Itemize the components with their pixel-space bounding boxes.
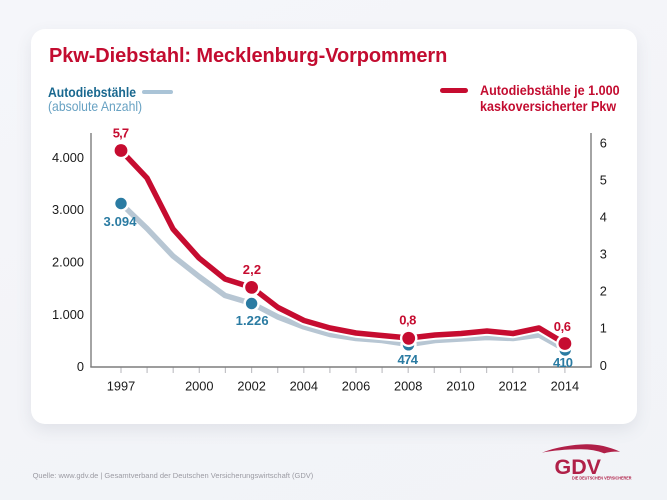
svg-text:5: 5 — [600, 173, 607, 188]
svg-text:2010: 2010 — [446, 379, 474, 394]
svg-text:3: 3 — [600, 247, 607, 262]
svg-text:2008: 2008 — [394, 379, 422, 394]
svg-text:410: 410 — [553, 355, 573, 370]
svg-text:GDV: GDV — [555, 455, 602, 479]
svg-text:2002: 2002 — [237, 379, 265, 394]
svg-text:2: 2 — [600, 284, 607, 299]
svg-text:5,7: 5,7 — [113, 126, 129, 141]
svg-text:1.226: 1.226 — [236, 313, 269, 328]
svg-text:1.000: 1.000 — [52, 307, 84, 322]
svg-text:3.000: 3.000 — [52, 202, 84, 217]
svg-text:1997: 1997 — [107, 379, 135, 394]
svg-text:2.000: 2.000 — [52, 255, 84, 270]
svg-text:2006: 2006 — [342, 379, 370, 394]
svg-text:2004: 2004 — [290, 379, 318, 394]
svg-text:4: 4 — [600, 210, 607, 225]
svg-text:1: 1 — [600, 321, 607, 336]
svg-text:0: 0 — [77, 359, 84, 374]
svg-text:2012: 2012 — [498, 379, 526, 394]
svg-text:3.094: 3.094 — [104, 214, 138, 229]
svg-text:0,8: 0,8 — [399, 312, 416, 327]
svg-text:0,6: 0,6 — [554, 319, 571, 334]
svg-text:DIE DEUTSCHEN VERSICHERER: DIE DEUTSCHEN VERSICHERER — [572, 476, 632, 481]
svg-text:2000: 2000 — [185, 379, 213, 394]
svg-text:6: 6 — [600, 135, 607, 150]
svg-text:474: 474 — [397, 352, 418, 367]
svg-text:0: 0 — [600, 358, 607, 373]
svg-text:4.000: 4.000 — [52, 150, 84, 165]
svg-text:2,2: 2,2 — [243, 262, 261, 277]
svg-text:2014: 2014 — [551, 379, 579, 394]
